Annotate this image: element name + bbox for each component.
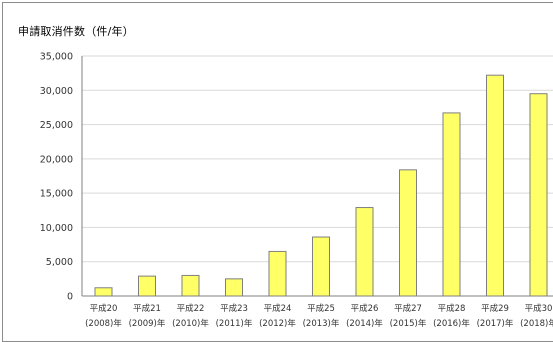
bar [268,250,287,297]
x-tick-label-year: (2016)年 [433,318,470,329]
gridlines [82,55,553,263]
bar [225,278,243,297]
y-tick-label: 30,000 [40,86,73,97]
x-tick-label-year: (2018)年 [520,318,553,329]
y-tick-label: 0 [67,292,73,303]
x-tick-label-era: 平成24 [264,303,292,314]
y-tick-label: 10,000 [40,223,73,234]
bar [94,287,113,297]
x-tick-label-year: (2009)年 [129,318,166,329]
y-tick-label: 15,000 [40,189,73,200]
x-tick-label-year: (2012)年 [259,318,296,329]
x-tick-label-year: (2015)年 [390,318,427,329]
x-tick-label-year: (2011)年 [216,318,253,329]
y-tick-label: 25,000 [40,120,73,131]
x-tick-label-era: 平成30 [525,303,553,314]
x-tick-label-era: 平成20 [90,303,118,314]
x-tick-label-era: 平成21 [133,303,161,314]
y-tick-label: 35,000 [40,52,73,63]
x-tick-label-era: 平成26 [351,303,379,314]
bar [529,93,548,297]
bars [94,74,548,297]
x-tick-label-year: (2017)年 [477,318,514,329]
x-tick-label-year: (2014)年 [346,318,383,329]
x-tick-label-year: (2013)年 [303,318,340,329]
bar [355,207,374,297]
bar [138,275,156,297]
bar [486,74,504,297]
x-tick-label-era: 平成23 [220,303,248,314]
x-tick-label-era: 平成25 [307,303,335,314]
y-tick-labels: 0 5,000 10,000 15,000 20,000 25,000 30,000 35,0… [40,52,73,303]
bar [312,236,330,297]
y-tick-label: 20,000 [40,154,73,165]
x-tick-label-year: (2008)年 [85,318,122,329]
y-tick-label: 5,000 [46,257,73,268]
x-tick-label-era: 平成29 [481,303,509,314]
x-tick-label-year: (2010)年 [172,318,209,329]
bar [399,169,417,297]
bar [181,274,200,297]
x-tick-label-era: 平成27 [394,303,422,314]
bar [442,112,461,297]
chart-title: 申請取消件数（件/年） [18,25,134,38]
x-tick-label-era: 平成28 [438,303,466,314]
x-tick-label-era: 平成22 [177,303,205,314]
